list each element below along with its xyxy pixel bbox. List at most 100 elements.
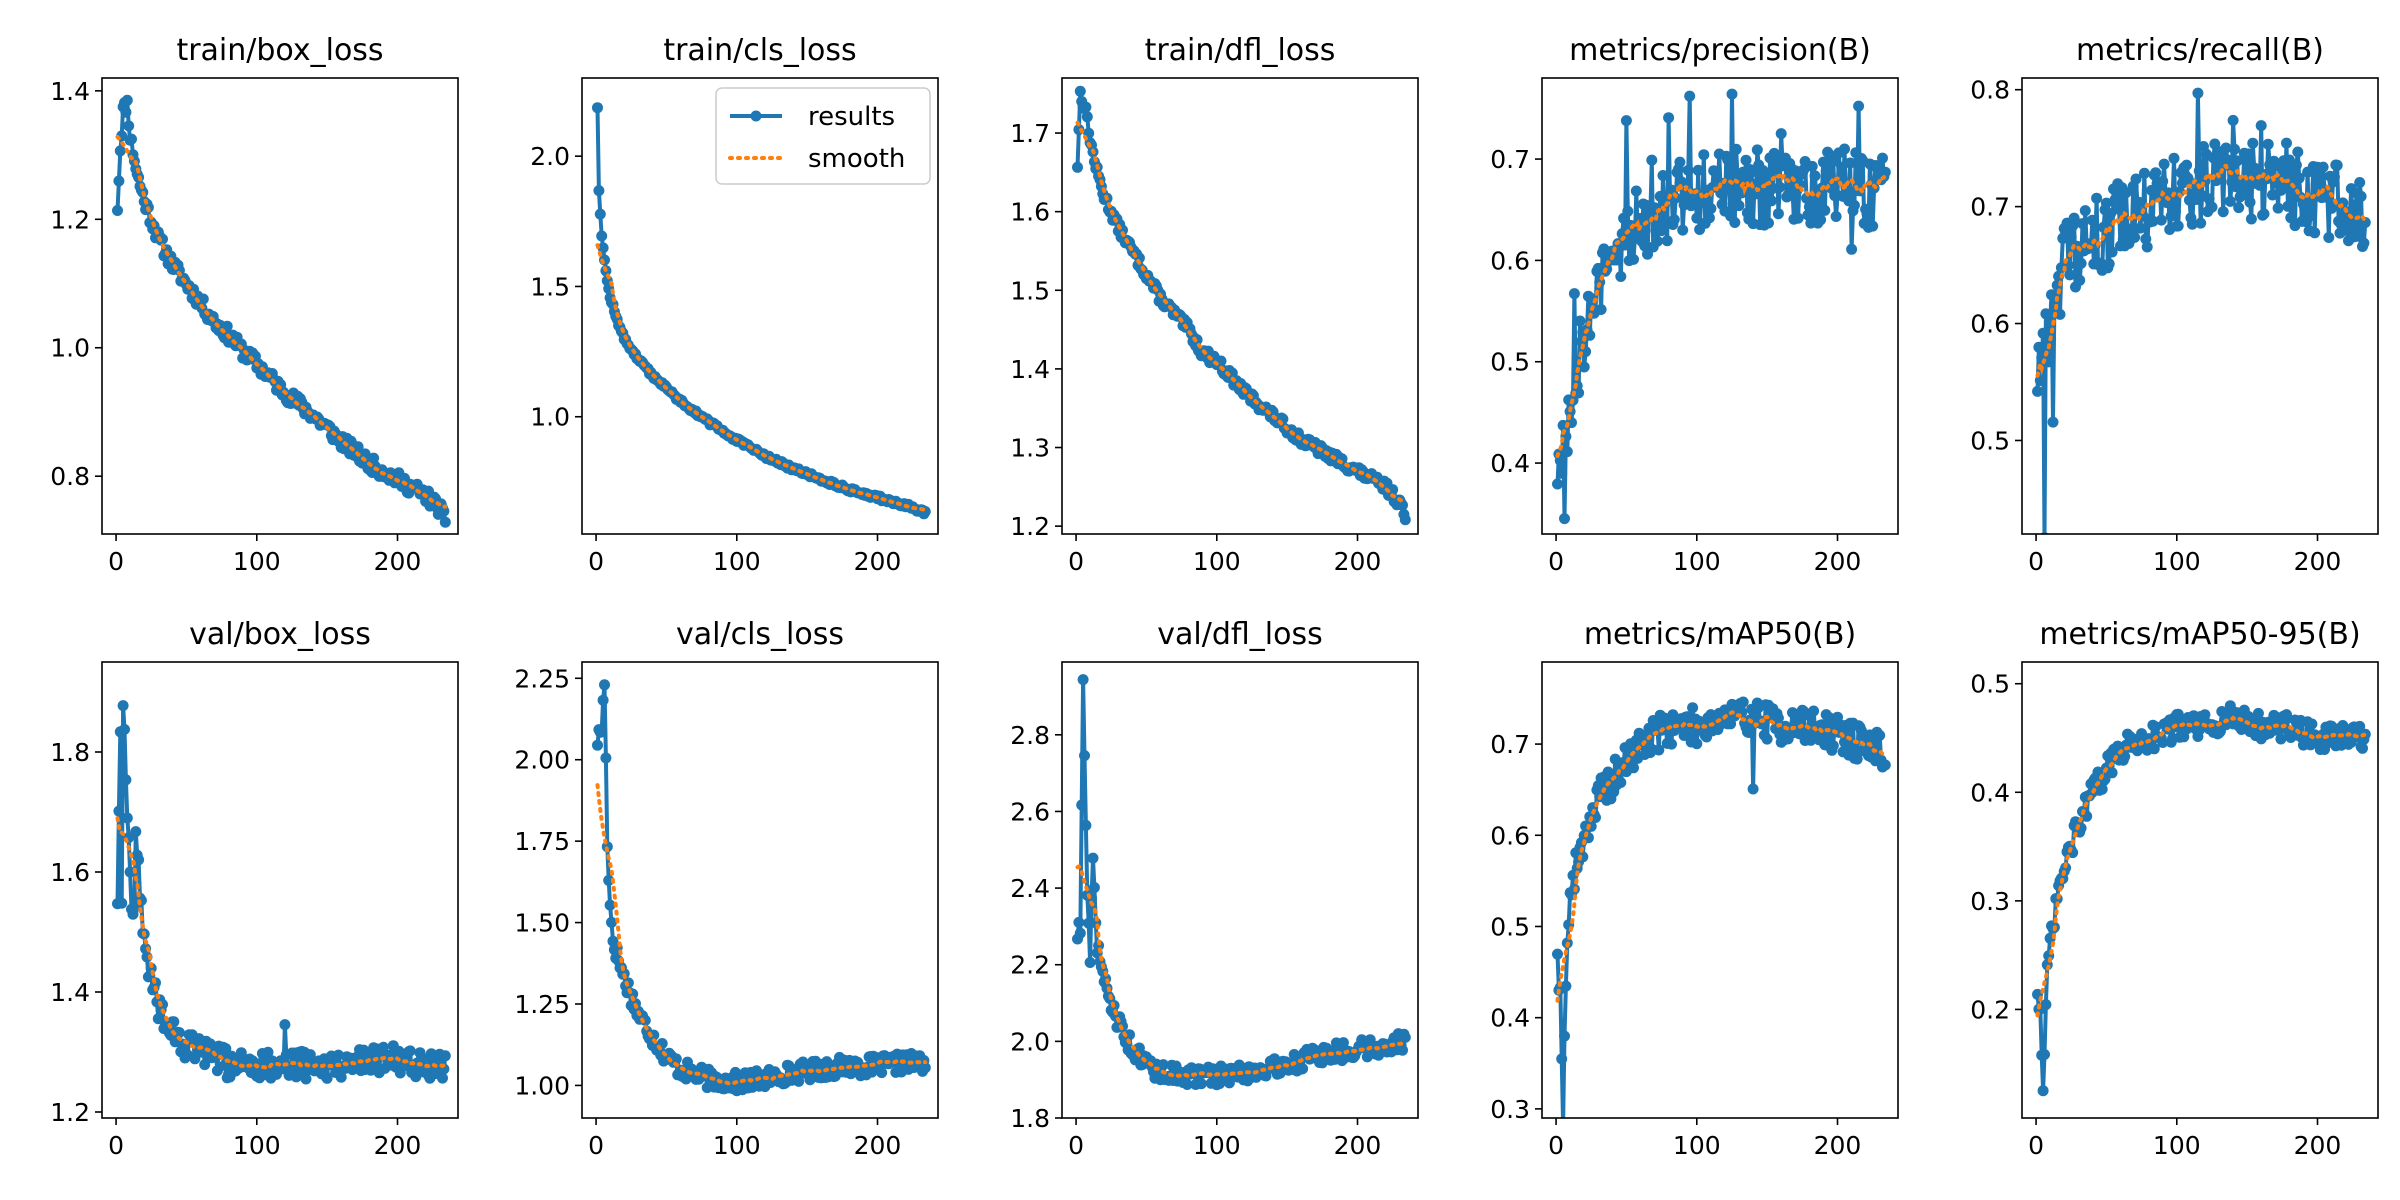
results-point — [221, 320, 233, 332]
results-point — [2064, 269, 2076, 281]
results-point — [1661, 235, 1673, 247]
x-tick-label: 0 — [1068, 1131, 1084, 1160]
y-tick-label: 0.5 — [1490, 348, 1530, 377]
y-tick-label: 0.7 — [1490, 730, 1530, 759]
results-point — [597, 694, 609, 706]
results-point — [1397, 499, 1408, 511]
results-point — [1552, 478, 1563, 490]
results-point — [596, 230, 608, 242]
results-point — [1674, 156, 1686, 168]
results-point — [2047, 416, 2059, 428]
results-point — [593, 185, 605, 197]
results-point — [2267, 189, 2278, 201]
results-point — [2068, 212, 2080, 224]
results-point — [1628, 253, 1639, 265]
results-point — [1726, 88, 1738, 100]
results-point — [1077, 674, 1089, 686]
results-point — [1663, 112, 1675, 124]
y-tick-label: 0.5 — [1490, 912, 1530, 941]
y-tick-label: 0.2 — [1970, 995, 2010, 1024]
results-point — [1559, 1030, 1570, 1042]
y-tick-label: 1.50 — [514, 909, 570, 938]
axes-frame — [581, 77, 939, 535]
axes-frame — [2021, 661, 2379, 1119]
results-point — [2355, 190, 2367, 202]
legend: results smooth — [715, 87, 931, 185]
results-point — [304, 1049, 316, 1061]
axes-frame — [1541, 661, 1899, 1119]
results-point — [1879, 759, 1891, 771]
y-tick-label: 1.3 — [1010, 434, 1050, 463]
results-point — [1730, 143, 1742, 155]
x-tick-label: 200 — [1334, 547, 1382, 576]
results-markers — [2032, 87, 2371, 534]
results-point — [335, 1071, 347, 1083]
results-point — [1622, 205, 1634, 217]
results-point — [1692, 164, 1704, 176]
results-point — [1399, 1031, 1411, 1043]
results-point — [1656, 225, 1668, 237]
results-point — [1751, 144, 1763, 156]
results-point — [1677, 224, 1689, 236]
results-point — [592, 102, 603, 114]
results-point — [2305, 210, 2316, 222]
subplot-title: train/dfl_loss — [1145, 33, 1336, 68]
results-point — [1654, 190, 1666, 202]
results-point — [2328, 171, 2340, 183]
x-tick-label: 0 — [1068, 547, 1084, 576]
results-point — [1761, 733, 1773, 745]
results-point — [1675, 176, 1687, 188]
results-point — [1803, 201, 1815, 213]
y-tick-label: 2.00 — [514, 746, 570, 775]
results-point — [1774, 181, 1786, 193]
smooth-line — [595, 243, 928, 512]
results-point — [2039, 1049, 2050, 1060]
results-point — [2237, 179, 2249, 191]
results-point — [2147, 215, 2159, 227]
results-point — [1080, 101, 1092, 113]
results-point — [1733, 200, 1745, 212]
results-point — [439, 516, 451, 528]
results-point — [1397, 1044, 1408, 1056]
results-point — [1830, 211, 1842, 222]
subplot-title: val/box_loss — [189, 617, 371, 652]
y-tick-label: 2.0 — [530, 142, 570, 171]
results-point — [1073, 916, 1085, 928]
results-point — [2323, 232, 2335, 243]
x-tick-label: 100 — [233, 1131, 281, 1160]
subplot-val-dfl-loss: val/dfl_loss 0 100 200 1.8 2.0 2.2 2.4 2.6 2.8 — [1010, 617, 1419, 1160]
results-point — [1691, 738, 1703, 750]
subplot-title: train/cls_loss — [663, 33, 856, 68]
results-point — [1775, 128, 1787, 140]
results-point — [1074, 85, 1086, 97]
results-point — [1729, 217, 1741, 228]
results-point — [1561, 446, 1573, 458]
results-point — [2281, 137, 2292, 149]
y-tick-label: 1.6 — [50, 858, 90, 887]
results-point — [1708, 165, 1720, 177]
x-tick-label: 200 — [374, 547, 422, 576]
x-tick-label: 200 — [854, 547, 902, 576]
results-point — [1651, 235, 1663, 247]
results-point — [2354, 177, 2366, 188]
subplot-train-dfl-loss: train/dfl_loss 0 100 200 1.2 1.3 1.4 1.5 1.6 1.7 — [1010, 33, 1419, 576]
results-point — [2034, 375, 2046, 386]
results-point — [2167, 193, 2179, 204]
results-point — [1084, 957, 1096, 968]
results-point — [2224, 195, 2236, 207]
results-point — [1558, 1120, 1569, 1131]
results-point — [1836, 161, 1848, 173]
results-point — [2155, 214, 2167, 226]
axes-frame — [1541, 77, 1899, 535]
results-point — [1081, 111, 1093, 123]
x-tick-label: 200 — [1814, 547, 1862, 576]
results-point — [2326, 202, 2338, 214]
results-point — [2130, 173, 2142, 185]
results-point — [1628, 762, 1639, 774]
results-point — [2255, 120, 2267, 132]
results-point — [279, 1019, 291, 1031]
y-tick-label: 2.2 — [1010, 951, 1050, 980]
y-tick-label: 1.0 — [50, 334, 90, 363]
y-tick-label: 1.8 — [50, 738, 90, 767]
results-point — [2168, 152, 2180, 164]
